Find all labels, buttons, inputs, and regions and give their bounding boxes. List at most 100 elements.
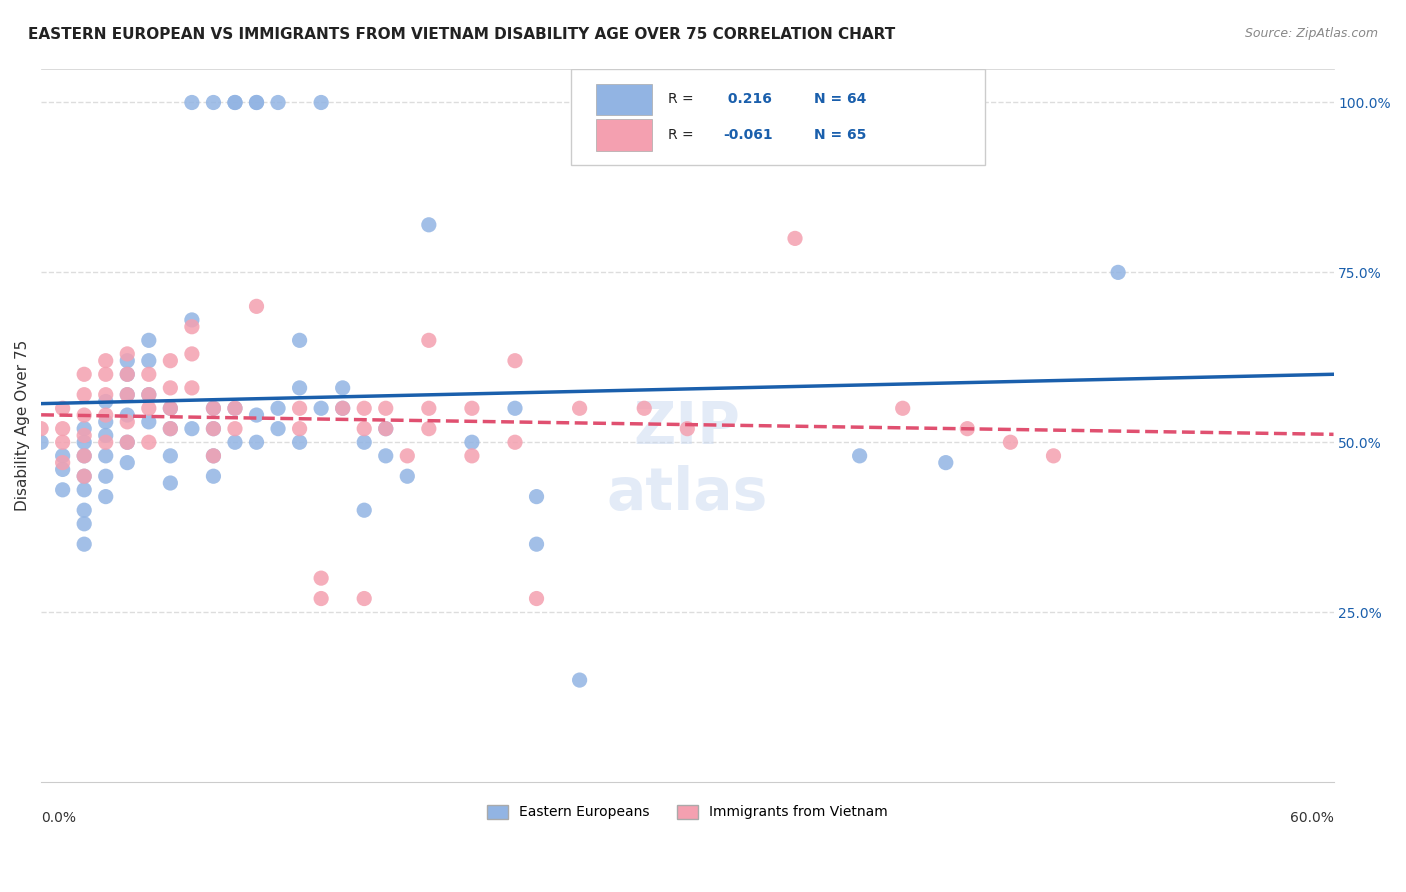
Point — [52, 422, 75, 436]
Point — [568, 673, 591, 687]
Point — [117, 435, 139, 450]
Point — [138, 368, 160, 382]
Point — [1042, 449, 1064, 463]
Point — [202, 95, 225, 110]
Point — [52, 449, 75, 463]
Point — [309, 401, 332, 416]
Point — [526, 490, 548, 504]
Point — [332, 401, 354, 416]
Point — [52, 483, 75, 497]
Point — [332, 381, 354, 395]
Point — [396, 469, 419, 483]
Point — [353, 503, 375, 517]
Point — [94, 435, 117, 450]
Point — [503, 435, 526, 450]
Point — [353, 591, 375, 606]
Point — [94, 490, 117, 504]
Point — [353, 401, 375, 416]
Point — [1107, 265, 1129, 279]
Point — [461, 401, 484, 416]
Text: 0.216: 0.216 — [724, 92, 772, 106]
Point — [202, 422, 225, 436]
Point — [159, 476, 181, 491]
Point — [73, 469, 96, 483]
Text: ZIP
atlas: ZIP atlas — [606, 400, 768, 523]
FancyBboxPatch shape — [596, 120, 652, 151]
Point — [503, 353, 526, 368]
Point — [73, 469, 96, 483]
Point — [138, 334, 160, 348]
Point — [73, 408, 96, 422]
Text: EASTERN EUROPEAN VS IMMIGRANTS FROM VIETNAM DISABILITY AGE OVER 75 CORRELATION C: EASTERN EUROPEAN VS IMMIGRANTS FROM VIET… — [28, 27, 896, 42]
Point — [288, 381, 311, 395]
Point — [180, 95, 202, 110]
Point — [94, 449, 117, 463]
Point — [117, 408, 139, 422]
Point — [138, 435, 160, 450]
Point — [138, 353, 160, 368]
Point — [309, 95, 332, 110]
Y-axis label: Disability Age Over 75: Disability Age Over 75 — [15, 340, 30, 511]
Point — [418, 218, 440, 232]
Point — [94, 469, 117, 483]
Point — [783, 231, 806, 245]
Point — [418, 334, 440, 348]
Point — [159, 353, 181, 368]
Point — [461, 449, 484, 463]
Point — [117, 387, 139, 401]
Point — [202, 422, 225, 436]
Point — [245, 408, 267, 422]
Point — [159, 401, 181, 416]
Point — [73, 503, 96, 517]
Point — [848, 449, 870, 463]
Point — [418, 401, 440, 416]
Point — [224, 422, 246, 436]
Text: Source: ZipAtlas.com: Source: ZipAtlas.com — [1244, 27, 1378, 40]
Point — [935, 456, 957, 470]
Point — [633, 401, 655, 416]
Point — [332, 401, 354, 416]
Point — [117, 368, 139, 382]
Point — [180, 347, 202, 361]
Text: -0.061: -0.061 — [724, 128, 773, 142]
Point — [224, 401, 246, 416]
Point — [159, 422, 181, 436]
Point — [418, 422, 440, 436]
Point — [73, 428, 96, 442]
Point — [52, 456, 75, 470]
Text: 0.0%: 0.0% — [41, 811, 76, 824]
Point — [267, 401, 290, 416]
Point — [267, 422, 290, 436]
Point — [73, 387, 96, 401]
Point — [461, 435, 484, 450]
Point — [202, 469, 225, 483]
Point — [117, 456, 139, 470]
Legend: Eastern Europeans, Immigrants from Vietnam: Eastern Europeans, Immigrants from Vietn… — [481, 799, 893, 825]
Point — [94, 408, 117, 422]
Point — [94, 428, 117, 442]
Point — [374, 449, 396, 463]
Point — [224, 435, 246, 450]
Point — [73, 537, 96, 551]
Point — [503, 401, 526, 416]
Point — [374, 401, 396, 416]
Point — [202, 401, 225, 416]
Point — [180, 422, 202, 436]
Point — [52, 435, 75, 450]
Point — [288, 334, 311, 348]
Point — [288, 401, 311, 416]
Point — [245, 95, 267, 110]
Point — [309, 571, 332, 585]
Point — [224, 95, 246, 110]
Point — [374, 422, 396, 436]
Text: N = 65: N = 65 — [814, 128, 866, 142]
Text: R =: R = — [668, 92, 693, 106]
Point — [159, 422, 181, 436]
Point — [73, 368, 96, 382]
Point — [159, 449, 181, 463]
Point — [891, 401, 914, 416]
Point — [676, 422, 699, 436]
FancyBboxPatch shape — [571, 69, 984, 165]
Point — [73, 422, 96, 436]
Point — [245, 435, 267, 450]
